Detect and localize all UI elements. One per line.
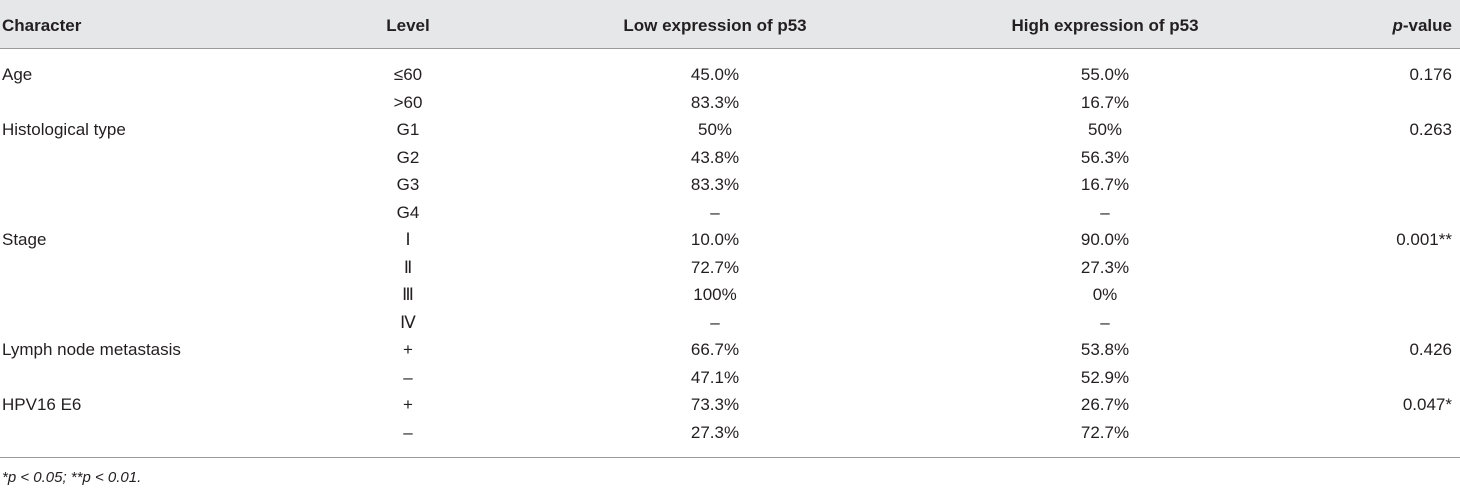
- header-level: Level: [386, 16, 430, 35]
- low-cell: 73.3%: [690, 395, 740, 414]
- level-cell: G3: [396, 175, 420, 194]
- level-cell: >60: [393, 92, 423, 112]
- low-cell: 45.0%: [690, 65, 740, 84]
- low-cell: 50%: [697, 120, 733, 139]
- header-character: Character: [2, 16, 82, 35]
- p-value-cell: 0.426: [1409, 340, 1452, 359]
- high-cell: 16.7%: [1080, 175, 1130, 194]
- low-cell: 100%: [693, 285, 737, 304]
- high-cell: –: [1100, 202, 1110, 222]
- high-cell: 55.0%: [1080, 65, 1130, 84]
- character-cell: Lymph node metastasis: [2, 340, 181, 359]
- low-cell: 47.1%: [690, 367, 740, 387]
- level-cell: Ⅱ: [403, 257, 413, 277]
- level-cell: G1: [396, 120, 420, 139]
- level-cell: Ⅳ: [400, 312, 416, 332]
- low-cell: 27.3%: [690, 422, 740, 442]
- high-cell: –: [1100, 312, 1110, 332]
- high-cell: 52.9%: [1080, 367, 1130, 387]
- low-cell: 66.7%: [690, 340, 740, 359]
- low-cell: 43.8%: [690, 147, 740, 167]
- high-cell: 0%: [1092, 285, 1118, 304]
- p-value-cell: 0.001**: [1396, 230, 1452, 249]
- level-cell: +: [403, 340, 413, 359]
- high-cell: 53.8%: [1080, 340, 1130, 359]
- high-cell: 56.3%: [1080, 147, 1130, 167]
- high-cell: 90.0%: [1080, 230, 1130, 249]
- footnote: *p < 0.05; **p < 0.01.: [2, 469, 142, 486]
- low-cell: 83.3%: [690, 92, 740, 112]
- header-p-italic: p: [1392, 16, 1403, 35]
- low-cell: 83.3%: [690, 175, 740, 194]
- character-cell: HPV16 E6: [2, 395, 82, 414]
- low-cell: –: [710, 202, 720, 222]
- level-cell: Ⅰ: [405, 230, 411, 249]
- header-p-rest: -value: [1402, 16, 1452, 35]
- header-low: Low expression of p53: [623, 16, 807, 35]
- p-value-cell: 0.047*: [1402, 395, 1452, 414]
- character-cell: Age: [2, 65, 33, 84]
- high-cell: 27.3%: [1080, 257, 1130, 277]
- header-p-value: p-value: [1392, 16, 1452, 36]
- level-cell: Ⅲ: [402, 285, 414, 304]
- high-cell: 16.7%: [1080, 92, 1130, 112]
- low-cell: –: [710, 312, 720, 332]
- bottom-rule: [0, 457, 1460, 458]
- level-cell: G4: [396, 202, 420, 222]
- level-cell: –: [403, 422, 413, 442]
- character-cell: Histological type: [2, 120, 126, 139]
- high-cell: 72.7%: [1080, 422, 1130, 442]
- level-cell: G2: [396, 147, 420, 167]
- header-high: High expression of p53: [1011, 16, 1199, 35]
- header-band: [0, 0, 1460, 49]
- high-cell: 26.7%: [1080, 395, 1130, 414]
- p-value-cell: 0.263: [1409, 120, 1452, 139]
- character-cell: Stage: [2, 230, 47, 249]
- low-cell: 72.7%: [690, 257, 740, 277]
- low-cell: 10.0%: [690, 230, 740, 249]
- level-cell: +: [403, 395, 413, 414]
- level-cell: –: [403, 367, 413, 387]
- high-cell: 50%: [1087, 120, 1123, 139]
- p-value-cell: 0.176: [1409, 65, 1452, 84]
- level-cell: ≤60: [393, 65, 423, 84]
